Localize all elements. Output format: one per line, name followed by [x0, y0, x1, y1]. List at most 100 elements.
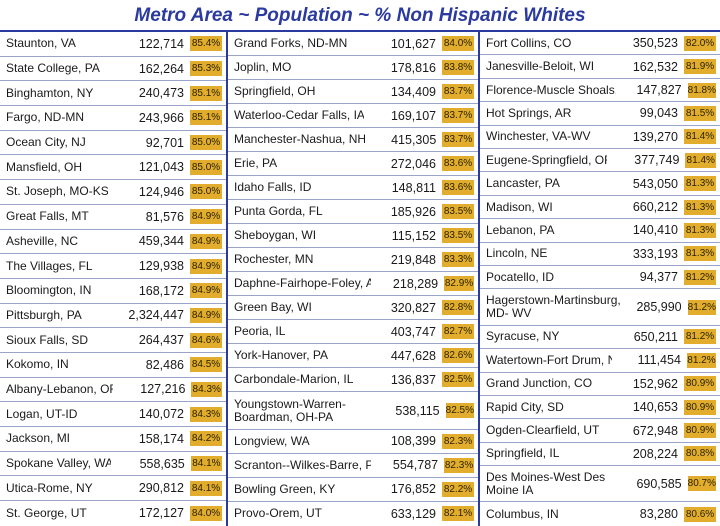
metro-name: Columbus, IN: [486, 507, 559, 521]
percent-badge: 81.5%: [684, 105, 716, 121]
metro-population: 139,270: [632, 129, 678, 144]
metro-population: 219,848: [390, 252, 436, 267]
percent-badge: 80.9%: [684, 423, 716, 439]
metro-name: Grand Junction, CO: [486, 377, 593, 391]
table-row: Idaho Falls, ID 148,811 83.6%: [228, 176, 478, 201]
metro-name: Albany-Lebanon, OR: [6, 382, 113, 396]
percent-badge: 81.2%: [684, 329, 716, 345]
table-row: Watertown-Fort Drum, NY 111,454 81.2%: [480, 349, 720, 373]
metro-name: Sheboygan, WI: [234, 229, 317, 243]
metro-name: Asheville, NC: [6, 234, 79, 248]
table-row: Madison, WI 660,212 81.3%: [480, 196, 720, 220]
metro-population: 185,926: [390, 204, 436, 219]
metro-name: Fargo, ND-MN: [6, 111, 85, 125]
table-row: Florence-Muscle Shoals, AL 147,827 81.8%: [480, 79, 720, 103]
metro-population: 264,437: [138, 333, 184, 348]
metro-population: 2,324,447: [128, 308, 184, 323]
percent-badge: 84.0%: [190, 505, 222, 521]
metro-name: Waterloo-Cedar Falls, IA: [234, 109, 365, 123]
table-row: Manchester-Nashua, NH 415,305 83.7%: [228, 128, 478, 153]
metro-population: 176,852: [390, 482, 436, 497]
table-row: Lincoln, NE 333,193 81.3%: [480, 243, 720, 267]
metro-name: Ogden-Clearfield, UT: [486, 424, 600, 438]
percent-badge: 82.3%: [444, 457, 474, 473]
metro-population: 558,635: [139, 456, 185, 471]
metro-population: 243,966: [138, 110, 184, 125]
metro-name: Fort Collins, CO: [486, 36, 572, 50]
table-row: Staunton, VA 122,714 85.4%: [0, 32, 226, 57]
table-row: Spokane Valley, WA 558,635 84.1%: [0, 452, 226, 477]
table-column-2: Grand Forks, ND-MN 101,627 84.0% Joplin, MO…: [228, 32, 480, 526]
metro-population: 333,193: [632, 246, 678, 261]
table-row: St. Joseph, MO-KS 124,946 85.0%: [0, 180, 226, 205]
metro-population: 111,454: [637, 353, 681, 368]
percent-badge: 83.7%: [442, 108, 475, 124]
table-row: Hagerstown-Martinsburg, MD- WV 285,990 81.…: [480, 289, 720, 326]
table-row: Des Moines-West Des Moine IA 690,585 80.7%: [480, 466, 720, 503]
metro-population: 172,127: [138, 506, 184, 521]
table-row: Columbus, IN 83,280 80.6%: [480, 502, 720, 525]
percent-badge: 81.3%: [684, 199, 716, 215]
table-column-3: Fort Collins, CO 350,523 82.0% Janesville-B…: [480, 32, 720, 526]
metro-name: Bloomington, IN: [6, 284, 92, 298]
metro-population: 152,962: [632, 376, 678, 391]
metro-name: York-Hanover, PA: [234, 349, 329, 363]
percent-badge: 84.0%: [442, 36, 474, 52]
metro-name: Lebanon, PA: [486, 223, 555, 237]
percent-badge: 84.9%: [190, 209, 222, 225]
metro-population: 633,129: [390, 506, 436, 521]
percent-badge: 85.0%: [190, 159, 222, 175]
percent-badge: 83.6%: [442, 180, 474, 196]
metro-name: Spokane Valley, WA: [6, 457, 111, 471]
table-row: Janesville-Beloit, WI 162,532 81.9%: [480, 55, 720, 79]
metro-name: Watertown-Fort Drum, NY: [486, 353, 612, 367]
metro-population: 82,486: [145, 357, 184, 372]
percent-badge: 83.7%: [442, 84, 474, 100]
metro-population: 168,172: [138, 283, 184, 298]
percent-badge: 81.2%: [687, 299, 716, 315]
metro-name: Lancaster, PA: [486, 177, 560, 191]
metro-name: Joplin, MO: [234, 61, 292, 75]
metro-name: Bowling Green, KY: [234, 482, 336, 496]
table-row: Waterloo-Cedar Falls, IA 169,107 83.7%: [228, 104, 478, 129]
metro-population: 148,811: [391, 180, 436, 195]
table-row: Binghamton, NY 240,473 85.1%: [0, 81, 226, 107]
metro-name: The Villages, FL: [6, 259, 93, 273]
metro-name: Hot Springs, AR: [486, 106, 572, 120]
metro-population: 320,827: [390, 300, 436, 315]
percent-badge: 81.2%: [684, 269, 716, 285]
metro-population: 94,377: [639, 270, 678, 285]
percent-badge: 85.1%: [190, 85, 222, 101]
table-row: Hot Springs, AR 99,043 81.5%: [480, 102, 720, 126]
metro-name: Erie, PA: [234, 157, 278, 171]
table-row: Grand Junction, CO 152,962 80.9%: [480, 373, 720, 396]
percent-badge: 82.8%: [442, 300, 474, 316]
metro-population: 447,628: [390, 348, 436, 363]
metro-population: 122,714: [138, 36, 184, 51]
table-row: Pittsburgh, PA 2,324,447 84.9%: [0, 304, 226, 329]
metro-name: St. George, UT: [6, 506, 87, 520]
table-row: Ogden-Clearfield, UT 672,948 80.9%: [480, 419, 720, 443]
percent-badge: 82.1%: [442, 506, 474, 522]
metro-population: 538,115: [395, 403, 440, 418]
metro-name: Longview, WA: [234, 434, 310, 448]
table-row: Rochester, MN 219,848 83.3%: [228, 248, 478, 273]
percent-badge: 81.3%: [684, 176, 716, 192]
metro-population: 218,289: [392, 276, 439, 291]
table-row: Lebanon, PA 140,410 81.3%: [480, 219, 720, 243]
table-row: Logan, UT-ID 140,072 84.3%: [0, 402, 226, 427]
metro-population: 403,747: [390, 324, 436, 339]
metro-population: 101,627: [390, 36, 436, 51]
metro-population: 140,072: [138, 407, 184, 422]
metro-name: Pocatello, ID: [486, 270, 555, 284]
percent-badge: 81.4%: [685, 152, 716, 168]
metro-population: 115,152: [391, 228, 436, 243]
metro-name: Scranton--Wilkes-Barre, PA: [234, 458, 371, 472]
metro-name: Idaho Falls, ID: [234, 181, 312, 195]
percent-badge: 82.2%: [442, 481, 474, 497]
metro-name: Florence-Muscle Shoals, AL: [486, 83, 616, 97]
table-row: State College, PA 162,264 85.3%: [0, 57, 226, 82]
metro-population: 134,409: [390, 84, 436, 99]
table-row: The Villages, FL 129,938 84.9%: [0, 254, 226, 279]
metro-population: 415,305: [391, 132, 437, 147]
